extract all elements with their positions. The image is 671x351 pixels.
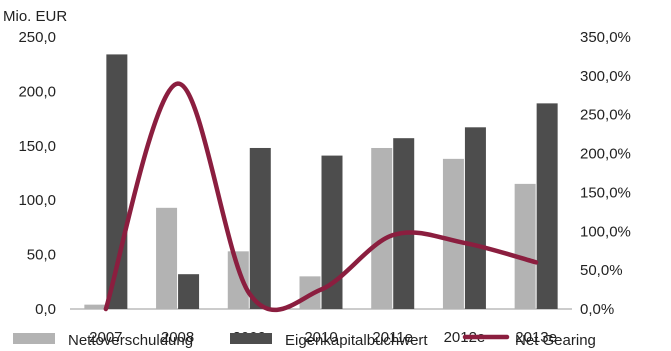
bar-nettoverschuldung (371, 147, 393, 309)
y-tick-label: 0,0 (35, 301, 56, 318)
bar-nettoverschuldung (227, 251, 249, 309)
legend-swatch-eigenkapitalbuchwert (230, 333, 272, 344)
legend-label: Nettoverschuldung (68, 332, 193, 349)
legend-label: Net Gearing (515, 332, 596, 349)
x-tick-label: 2008 (161, 329, 194, 346)
bar-nettoverschuldung (442, 158, 464, 309)
bar-eigenkapitalbuchwert (321, 155, 343, 309)
y2-tick-label: 100,0% (580, 223, 631, 240)
y2-tick-label: 250,0% (580, 107, 631, 124)
y-tick-label: 50,0 (27, 247, 56, 264)
legend: Nettoverschuldung Eigenkapitalbuchwert Net… (13, 332, 596, 349)
bar-eigenkapitalbuchwert (393, 138, 415, 309)
y-tick-label: 150,0 (18, 138, 56, 155)
y2-tick-label: 50,0% (580, 262, 623, 279)
y-axis-unit-label: Mio. EUR (3, 8, 67, 25)
x-tick-label: 2010 (304, 329, 337, 346)
bar-nettoverschuldung (514, 183, 536, 309)
y2-tick-label: 200,0% (580, 146, 631, 163)
y-tick-label: 200,0 (18, 83, 56, 100)
bar-nettoverschuldung (84, 304, 106, 309)
y-tick-label: 100,0 (18, 192, 56, 209)
y2-tick-label: 300,0% (580, 68, 631, 85)
bars (84, 54, 558, 309)
y-tick-label: 250,0 (18, 29, 56, 46)
net-gearing-line (103, 81, 539, 313)
x-tick-label: 2007 (89, 329, 122, 346)
bar-nettoverschuldung (156, 207, 178, 309)
y2-tick-label: 150,0% (580, 184, 631, 201)
axes: Mio. EUR 0,0 50,0 100,0 150,0 200,0 250,0 0,0% 5… (3, 8, 631, 318)
net-gearing-line-group (103, 81, 539, 313)
bar-eigenkapitalbuchwert (536, 103, 558, 309)
x-tick-label: 2011e (372, 329, 413, 346)
bar-eigenkapitalbuchwert (178, 274, 200, 309)
legend-swatch-nettoverschuldung (13, 333, 55, 344)
legend-label: Eigenkapitalbuchwert (285, 332, 428, 349)
y2-tick-label: 350,0% (580, 29, 631, 46)
x-tick-label: 2013e (515, 329, 557, 346)
y2-tick-label: 0,0% (580, 301, 614, 318)
bar-eigenkapitalbuchwert (249, 147, 271, 309)
bar-eigenkapitalbuchwert (464, 127, 486, 309)
